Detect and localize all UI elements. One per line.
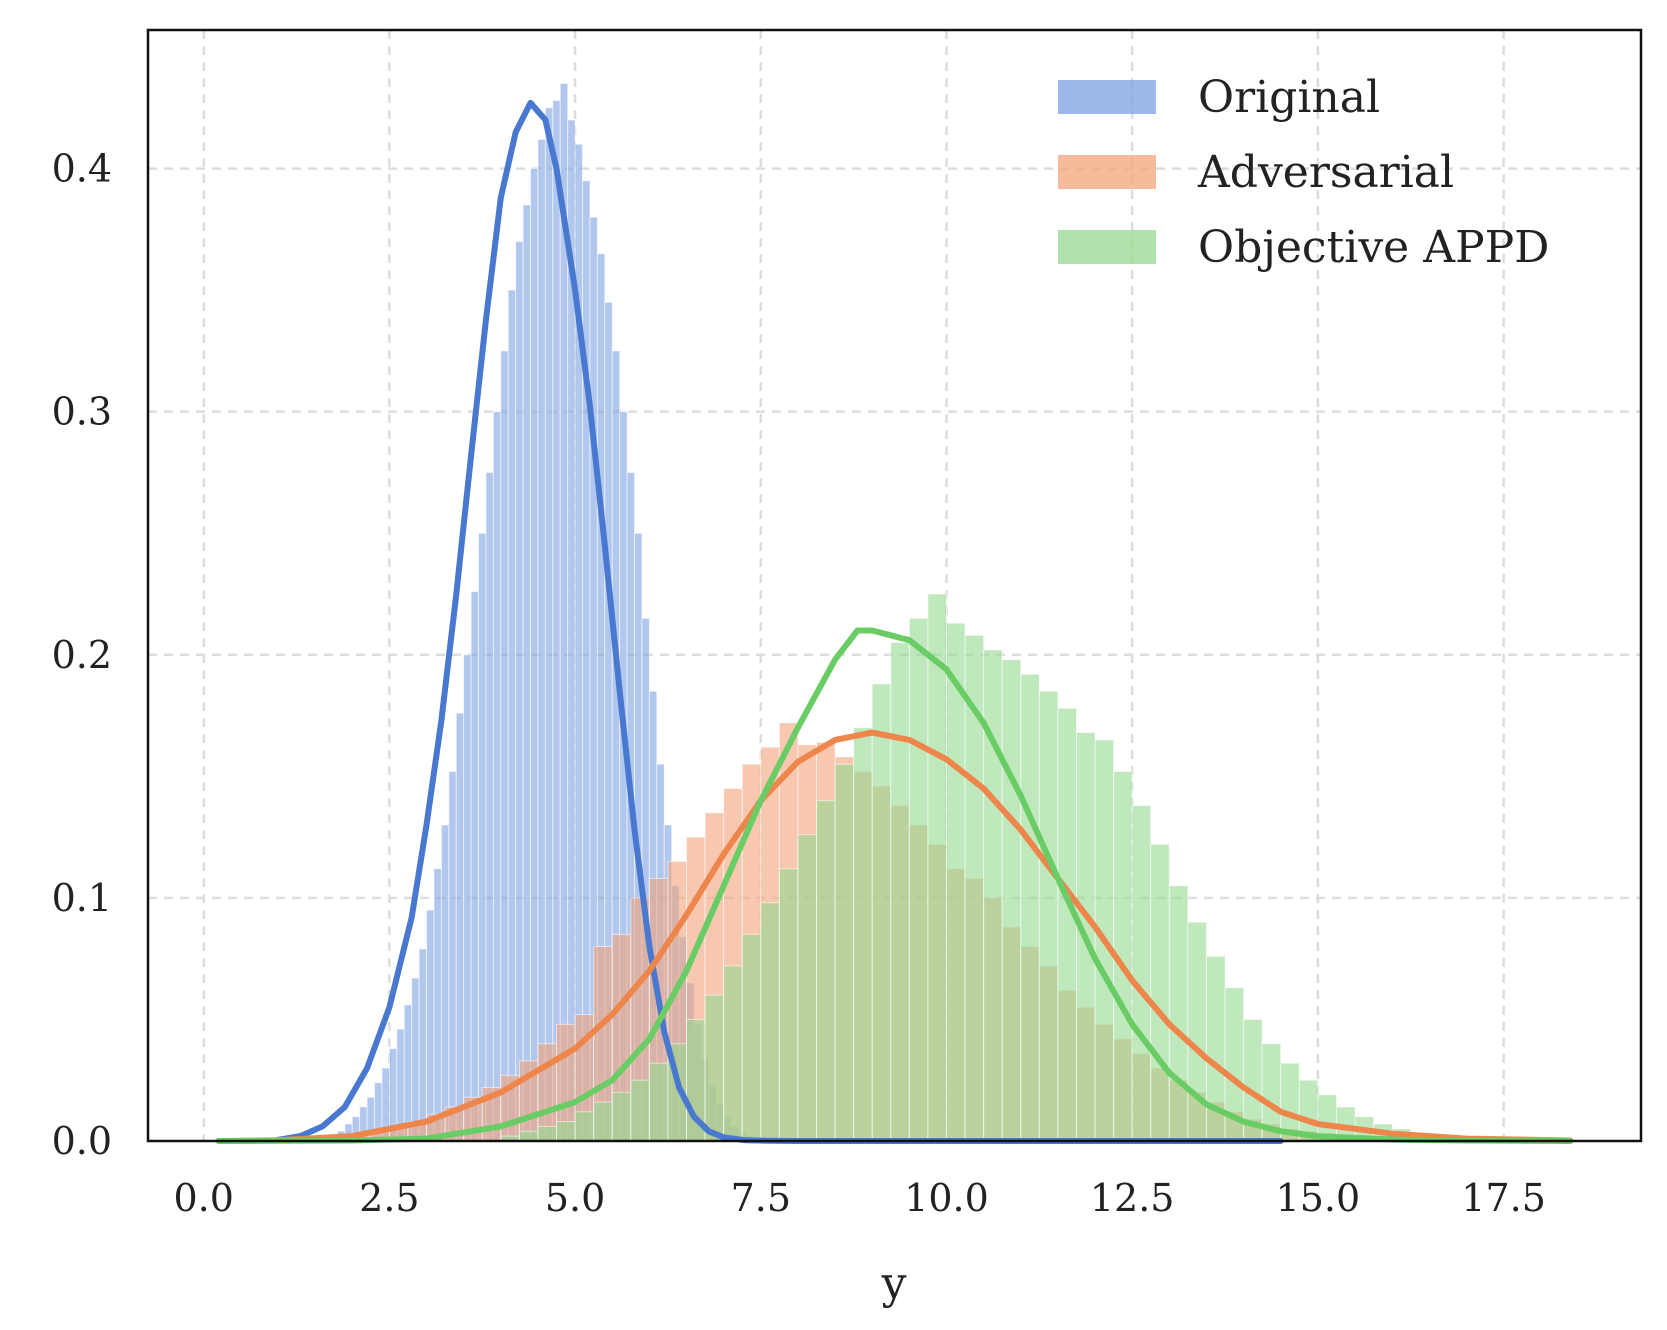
histogram-bar — [834, 763, 855, 1142]
histogram-bar — [455, 712, 465, 1142]
x-tick-label: 12.5 — [1090, 1176, 1175, 1220]
histogram-bar — [1038, 690, 1059, 1142]
histogram-bar — [1001, 659, 1022, 1142]
histogram-bar — [723, 965, 743, 1142]
plot-frame — [146, 28, 1643, 1143]
histogram-bar — [741, 933, 762, 1142]
x-tick-label: 0.0 — [173, 1176, 233, 1220]
histogram-bar — [478, 532, 487, 1142]
histogram-bar — [1168, 885, 1189, 1142]
histogram-series — [500, 593, 1430, 1142]
legend-swatch — [1058, 230, 1156, 264]
x-tick-label: 7.5 — [731, 1176, 791, 1220]
histogram-bar — [448, 770, 457, 1142]
histogram-bar — [485, 471, 494, 1142]
kde-line — [215, 627, 1574, 1144]
histogram-bars — [336, 82, 1430, 1142]
histogram-bar — [433, 868, 442, 1142]
histogram-bar — [816, 800, 836, 1142]
histogram-bar — [853, 727, 873, 1142]
grid — [148, 30, 1641, 1141]
histogram-bar — [1020, 673, 1040, 1142]
y-tick-label: 0.2 — [52, 633, 112, 677]
x-tick-label: 17.5 — [1461, 1176, 1546, 1220]
legend-item: Original — [1058, 72, 1380, 123]
histogram-bar — [463, 654, 472, 1142]
histogram-bar — [530, 168, 539, 1142]
y-tick-label: 0.0 — [52, 1119, 112, 1163]
histogram-bar — [403, 1004, 413, 1142]
legend-label: Adversarial — [1197, 147, 1454, 198]
kde-line — [215, 729, 1574, 1144]
y-tick-label: 0.4 — [52, 147, 112, 191]
histogram-bar — [500, 350, 509, 1142]
histogram-bar — [544, 107, 554, 1142]
legend-item: Adversarial — [1058, 147, 1454, 198]
histogram-bar — [515, 241, 524, 1142]
histogram-bar — [470, 591, 480, 1142]
histogram-bar — [507, 289, 517, 1142]
legend: Original Adversarial Objective APPD — [1058, 72, 1549, 273]
histogram-bar — [778, 868, 799, 1142]
legend-swatch — [1058, 80, 1156, 114]
histogram-bar — [908, 617, 929, 1142]
x-tick-label: 5.0 — [545, 1176, 605, 1220]
histogram-bar — [537, 138, 546, 1142]
y-axis-ticks: 0.0 0.1 0.2 0.3 0.4 — [52, 147, 112, 1163]
histogram-bar — [871, 683, 892, 1142]
histogram-bar — [648, 1062, 669, 1142]
kde-curves — [215, 99, 1574, 1144]
histogram-bar — [704, 994, 725, 1142]
x-tick-label: 2.5 — [359, 1176, 419, 1220]
histogram-bar — [411, 977, 420, 1142]
legend-label: Original — [1198, 72, 1380, 123]
histogram-bar — [518, 1130, 539, 1142]
histogram-bar — [418, 948, 428, 1142]
x-tick-label: 15.0 — [1276, 1176, 1361, 1220]
x-tick-label: 10.0 — [904, 1176, 989, 1220]
legend-item: Objective APPD — [1058, 222, 1549, 273]
legend-label: Objective APPD — [1198, 222, 1549, 273]
x-axis-title: y — [881, 1258, 907, 1309]
histogram-bar — [426, 909, 435, 1142]
histogram-bar — [556, 1121, 576, 1142]
histogram-bar — [440, 824, 450, 1142]
histogram-bar — [1131, 805, 1152, 1142]
histogram-bar — [630, 1079, 650, 1142]
histogram-bar — [890, 642, 910, 1142]
histogram-bar — [1187, 921, 1207, 1142]
histogram-bar — [760, 902, 780, 1142]
histogram-bar — [582, 180, 591, 1142]
y-tick-label: 0.3 — [52, 390, 112, 434]
histogram-bar — [611, 1091, 632, 1142]
histogram-bar — [492, 411, 502, 1142]
y-tick-label: 0.1 — [52, 876, 112, 920]
histogram-bar — [927, 593, 947, 1142]
legend-swatch — [1058, 155, 1156, 189]
histogram-bar — [945, 622, 966, 1142]
histogram-bar — [797, 834, 818, 1142]
histogram-bar — [574, 1111, 595, 1142]
x-axis-ticks: 0.0 2.5 5.0 7.5 10.0 12.5 15.0 17.5 — [173, 1176, 1545, 1220]
histogram-bar — [1150, 843, 1170, 1142]
histogram-bar — [593, 1101, 613, 1142]
histogram-bar — [1057, 707, 1077, 1142]
histogram-bar — [537, 1125, 558, 1142]
histogram-bar — [522, 204, 532, 1142]
histogram-bar — [552, 100, 561, 1142]
kde-line — [275, 99, 1284, 1144]
